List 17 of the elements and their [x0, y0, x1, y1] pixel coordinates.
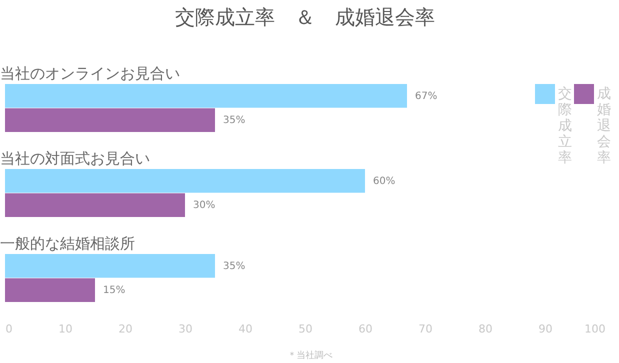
bar [5, 193, 185, 217]
y-tick-label: 当社の対面式お見合い [0, 150, 150, 168]
bar [5, 84, 407, 108]
bar [5, 254, 215, 278]
chart-title: 交際成立率 ＆ 成婚退会率 [175, 5, 435, 29]
bar [5, 169, 365, 193]
bar [5, 278, 95, 302]
y-tick-label: 一般的な結婚相談所 [0, 234, 135, 252]
data-label: 30% [193, 200, 216, 212]
data-label: 67% [415, 90, 438, 102]
data-label: 35% [223, 260, 246, 272]
bar [5, 108, 215, 132]
text: ＊当社調べ [288, 350, 332, 361]
data-label: 35% [223, 115, 246, 126]
data-label: 15% [103, 285, 126, 296]
data-label: 60% [373, 176, 396, 187]
y-tick-label: 当社のオンラインお見合い [0, 64, 180, 82]
